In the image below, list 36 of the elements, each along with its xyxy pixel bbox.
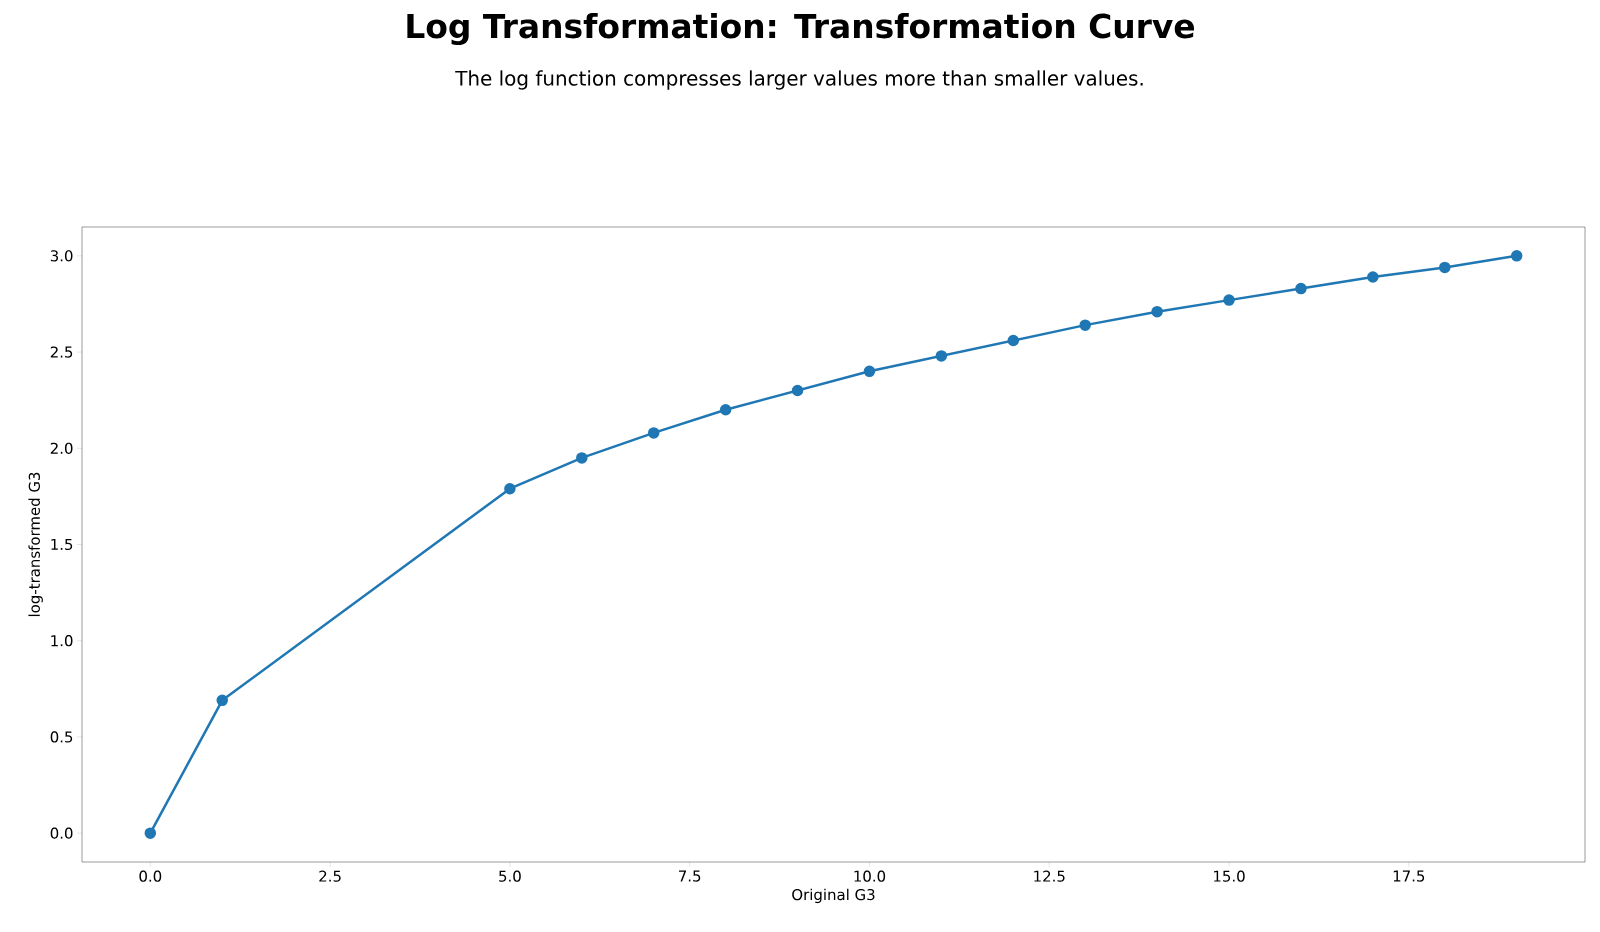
x-tick-label: 7.5 xyxy=(679,870,701,882)
x-axis-title: Original G3 xyxy=(792,888,875,904)
point xyxy=(791,384,804,397)
point xyxy=(1510,250,1523,262)
point xyxy=(1079,319,1091,331)
point xyxy=(1223,294,1235,306)
point xyxy=(1295,282,1307,295)
point xyxy=(504,482,516,495)
x-tick-label: 0.0 xyxy=(139,870,162,882)
y-tick-label: 1.5 xyxy=(51,538,73,551)
point xyxy=(576,452,588,464)
point xyxy=(719,404,732,416)
y-tick-label: 3.0 xyxy=(50,250,73,262)
point xyxy=(1007,334,1020,347)
y-tick-label: 1.0 xyxy=(51,635,73,647)
chart-title: Log Transformation: Transformation Curve xyxy=(407,12,1195,46)
x-tick-label: 2.5 xyxy=(319,870,341,882)
point xyxy=(1439,261,1451,274)
point xyxy=(216,694,228,707)
x-tick-label: 15.0 xyxy=(1214,870,1245,882)
point xyxy=(647,427,660,439)
point xyxy=(935,350,948,362)
point xyxy=(1367,271,1379,283)
point xyxy=(144,827,157,839)
point xyxy=(1151,305,1163,318)
chart-subtitle: The log function compresses larger values more than smaller values. xyxy=(455,70,1143,90)
x-tick-label: 17.5 xyxy=(1393,870,1425,882)
point xyxy=(863,365,876,378)
x-tick-label: 10.0 xyxy=(854,870,886,882)
y-tick-label: 0.0 xyxy=(50,827,73,839)
y-tick-label: 2.5 xyxy=(50,346,73,358)
y-axis-title: log-transformed G3 xyxy=(28,472,43,617)
y-tick-label: 2.0 xyxy=(50,442,73,454)
x-tick-label: 12.5 xyxy=(1034,870,1065,882)
y-tick-label: 0.5 xyxy=(50,731,73,743)
x-tick-label: 5.0 xyxy=(499,870,521,882)
